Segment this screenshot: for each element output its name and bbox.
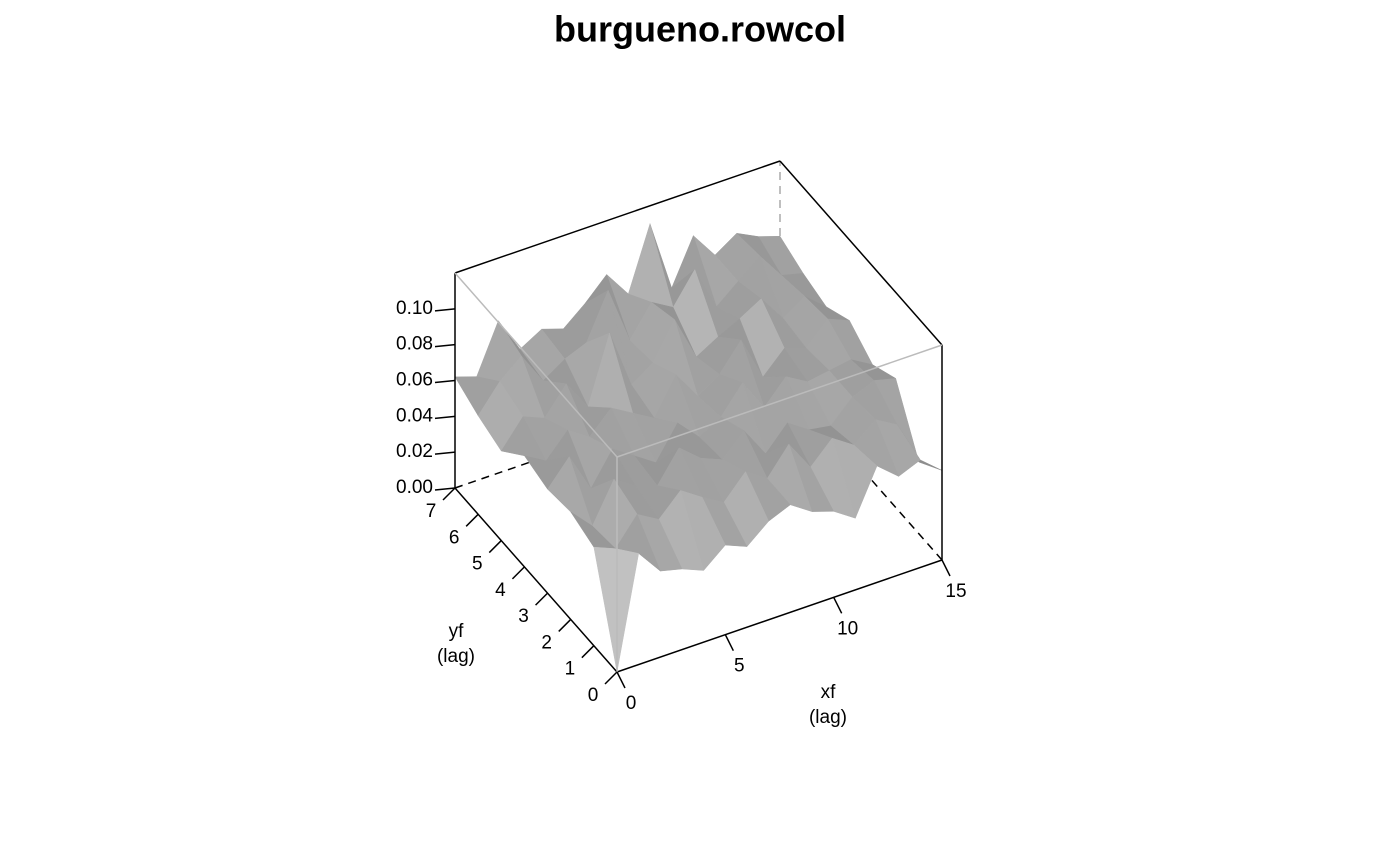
y-tick: [581, 645, 595, 659]
y-tick-label: 7: [426, 501, 437, 522]
y-tick-label: 4: [495, 580, 506, 601]
y-tick: [488, 540, 502, 554]
y-axis-label: yf: [449, 621, 465, 642]
z-tick: [434, 343, 456, 348]
y-tick: [465, 513, 479, 527]
y-tick: [511, 566, 525, 580]
x-axis-label: xf: [821, 682, 837, 703]
y-tick-label: 0: [588, 685, 599, 706]
z-tick-label: 0.00: [396, 477, 433, 498]
z-tick-label: 0.08: [396, 334, 433, 355]
box-edge: [616, 559, 943, 673]
x-tick-label: 5: [734, 656, 745, 677]
y-tick-label: 6: [449, 527, 460, 548]
x-tick-label: 10: [837, 618, 858, 639]
z-tick: [434, 308, 456, 312]
y-tick: [535, 592, 549, 606]
x-tick: [941, 559, 951, 577]
z-tick-label: 0.06: [396, 370, 433, 391]
x-tick: [832, 596, 843, 614]
z-tick: [434, 379, 456, 384]
y-tick: [442, 487, 456, 501]
z-tick: [434, 487, 456, 491]
box-edge: [454, 487, 618, 673]
z-tick-label: 0.02: [396, 441, 433, 462]
y-tick: [558, 618, 572, 632]
x-tick-label: 15: [945, 581, 966, 602]
y-tick: [604, 671, 618, 685]
y-tick-label: 5: [472, 554, 483, 575]
box-edge: [454, 272, 618, 458]
x-axis-label: (lag): [809, 707, 847, 728]
box-edge: [454, 160, 781, 274]
z-tick: [434, 451, 456, 455]
y-axis-label: (lag): [437, 646, 475, 667]
surface-facet: [628, 222, 674, 308]
box-edge: [779, 160, 943, 346]
y-tick-label: 2: [541, 632, 552, 653]
x-tick: [616, 671, 626, 689]
z-tick-label: 0.04: [396, 405, 433, 426]
y-tick-label: 3: [518, 606, 529, 627]
z-tick-label: 0.10: [396, 298, 433, 319]
z-tick: [434, 415, 456, 420]
x-tick: [724, 634, 735, 652]
box-edge: [616, 344, 943, 458]
chart-title: burgueno.rowcol: [554, 9, 846, 50]
y-tick-label: 1: [565, 659, 576, 680]
x-tick-label: 0: [626, 693, 637, 714]
